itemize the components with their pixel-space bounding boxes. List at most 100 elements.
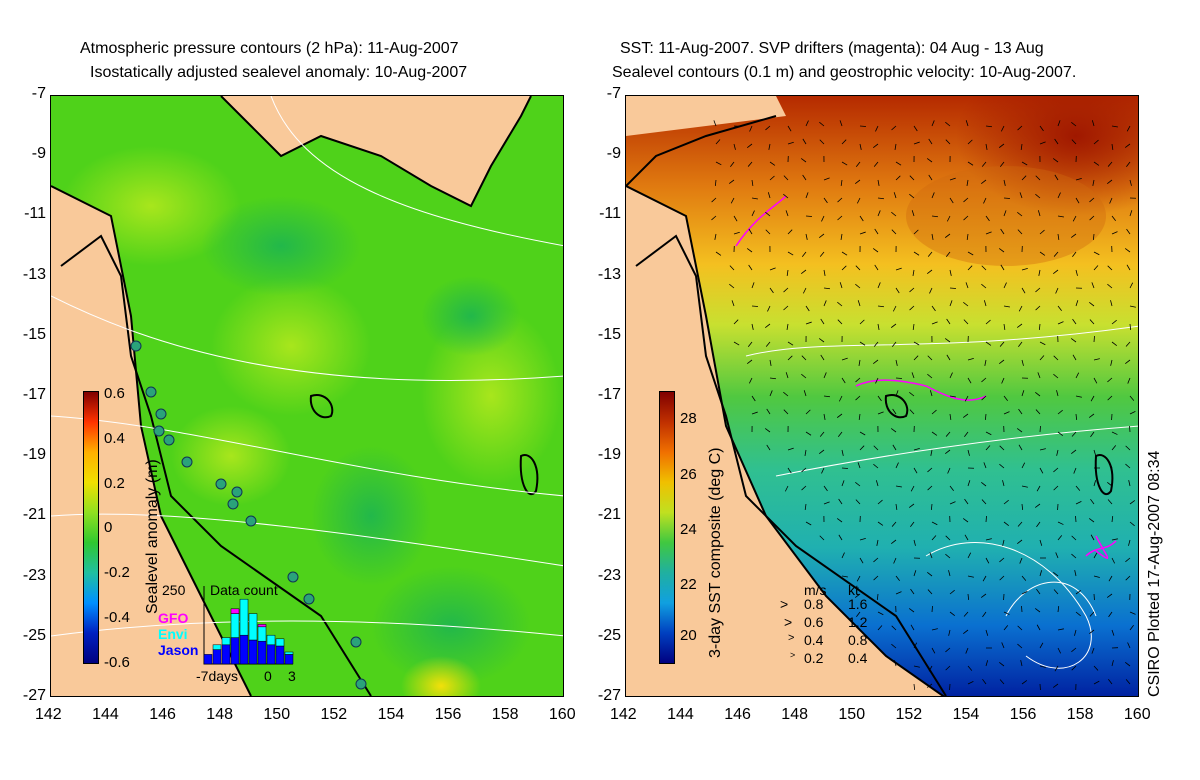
- velocity-arrow-icon: >: [784, 614, 792, 630]
- x-tick-label: 142: [35, 706, 62, 724]
- velocity-arrow: [1094, 336, 1095, 342]
- right-title-line2: Sealevel contours (0.1 m) and geostrophi…: [612, 64, 1076, 82]
- right-title-line1: SST: 11-Aug-2007. SVP drifters (magenta)…: [620, 40, 1044, 58]
- x-tick-label: 156: [435, 706, 462, 724]
- sealevel-colorbar-tick: -0.6: [104, 654, 130, 671]
- velocity-arrow-icon: >: [780, 596, 788, 612]
- bar-jason: [231, 638, 239, 664]
- bar-jason: [285, 654, 293, 664]
- y-tick-label: -17: [8, 386, 46, 404]
- x-tick-label: 160: [1124, 706, 1151, 724]
- sst-colorbar-tick: 26: [680, 466, 697, 483]
- x-tick-label: 154: [378, 706, 405, 724]
- bar-jason: [249, 640, 257, 664]
- sst-colorbar: [659, 391, 675, 664]
- y-tick-label: -25: [583, 627, 621, 645]
- sst-colorbar-tick: 28: [680, 410, 697, 427]
- histogram-xlabel-start: -7days: [196, 668, 238, 684]
- velocity-row-kt: 0.4: [848, 650, 867, 666]
- x-tick-label: 158: [492, 706, 519, 724]
- sealevel-colorbar-tick: 0.2: [104, 475, 125, 492]
- data-count-histogram: 250 Data count GFO Envi Jason -7days 0 3: [158, 582, 298, 684]
- velocity-row-ms: 0.8: [804, 596, 823, 612]
- bar-envi: [222, 638, 230, 645]
- x-tick-label: 150: [838, 706, 865, 724]
- bar-envi: [267, 635, 275, 645]
- y-tick-label: -11: [583, 205, 621, 223]
- velocity-arrow: [986, 516, 987, 522]
- legend-jason: Jason: [158, 642, 198, 658]
- bar-envi: [240, 599, 248, 635]
- velocity-arrow-icon: >: [788, 632, 794, 644]
- x-tick-label: 150: [263, 706, 290, 724]
- sst-colorbar-label: 3-day SST composite (deg C): [707, 448, 725, 658]
- x-tick-label: 152: [896, 706, 923, 724]
- y-tick-label: -7: [583, 85, 621, 103]
- velocity-row-kt: 1.2: [848, 614, 867, 630]
- velocity-arrow: [860, 126, 866, 127]
- x-tick-label: 156: [1010, 706, 1037, 724]
- y-tick-label: -15: [8, 326, 46, 344]
- bar-jason: [267, 645, 275, 664]
- x-tick-label: 144: [92, 706, 119, 724]
- y-tick-label: -17: [583, 386, 621, 404]
- sealevel-colorbar-tick: 0.4: [104, 430, 125, 447]
- x-tick-label: 158: [1067, 706, 1094, 724]
- y-tick-label: -19: [8, 446, 46, 464]
- sst-colorbar-tick: 20: [680, 627, 697, 644]
- y-tick-label: -9: [583, 145, 621, 163]
- left-title-line2: Isostatically adjusted sealevel anomaly:…: [90, 64, 467, 82]
- bar-envi: [213, 645, 221, 650]
- x-tick-label: 142: [610, 706, 637, 724]
- velocity-arrow: [932, 606, 933, 612]
- sealevel-colorbar-tick: 0: [104, 519, 112, 536]
- bar-jason: [204, 654, 212, 664]
- y-tick-label: -11: [8, 205, 46, 223]
- bar-gfo: [258, 624, 266, 626]
- bar-jason: [222, 645, 230, 664]
- velocity-arrow: [806, 216, 812, 217]
- sealevel-anomaly-map: [50, 95, 564, 697]
- credit-text: CSIRO Plotted 17-Aug-2007 08:34: [1146, 451, 1164, 697]
- velocity-row-ms: 0.6: [804, 614, 823, 630]
- x-tick-label: 146: [724, 706, 751, 724]
- y-tick-label: -23: [583, 567, 621, 585]
- bar-gfo: [231, 609, 239, 614]
- sst-colorbar-tick: 22: [680, 576, 697, 593]
- sealevel-colorbar-tick: -0.4: [104, 609, 130, 626]
- velocity-arrow: [752, 306, 758, 307]
- sealevel-colorbar: [83, 391, 99, 664]
- bar-envi: [285, 652, 293, 654]
- histogram-xlabel-end: 3: [288, 668, 296, 684]
- sealevel-colorbar-tick: -0.2: [104, 564, 130, 581]
- y-tick-label: -25: [8, 627, 46, 645]
- velocity-row-ms: 0.4: [804, 632, 823, 648]
- y-tick-label: -27: [583, 687, 621, 705]
- y-tick-label: -13: [8, 266, 46, 284]
- y-tick-label: -7: [8, 85, 46, 103]
- legend-gfo: GFO: [158, 610, 188, 626]
- legend-envi: Envi: [158, 626, 188, 642]
- y-tick-label: -9: [8, 145, 46, 163]
- bar-jason: [213, 650, 221, 664]
- x-tick-label: 148: [781, 706, 808, 724]
- sealevel-colorbar-tick: 0.6: [104, 385, 125, 402]
- x-tick-label: 152: [321, 706, 348, 724]
- velocity-row-ms: 0.2: [804, 650, 823, 666]
- x-tick-label: 144: [667, 706, 694, 724]
- x-tick-label: 148: [206, 706, 233, 724]
- velocity-arrow-icon: >: [790, 650, 795, 660]
- bar-jason: [240, 635, 248, 664]
- velocity-row-kt: 0.8: [848, 632, 867, 648]
- bar-jason: [276, 646, 284, 664]
- histogram-xlabel-zero: 0: [264, 668, 272, 684]
- y-tick-label: -23: [8, 567, 46, 585]
- y-tick-label: -27: [8, 687, 46, 705]
- velocity-row-kt: 1.6: [848, 596, 867, 612]
- velocity-arrow: [1040, 426, 1041, 432]
- x-tick-label: 146: [149, 706, 176, 724]
- bar-envi: [249, 614, 257, 640]
- y-tick-label: -15: [583, 326, 621, 344]
- bar-envi: [276, 639, 284, 646]
- sealevel-anomaly-map-graphic: [51, 96, 564, 697]
